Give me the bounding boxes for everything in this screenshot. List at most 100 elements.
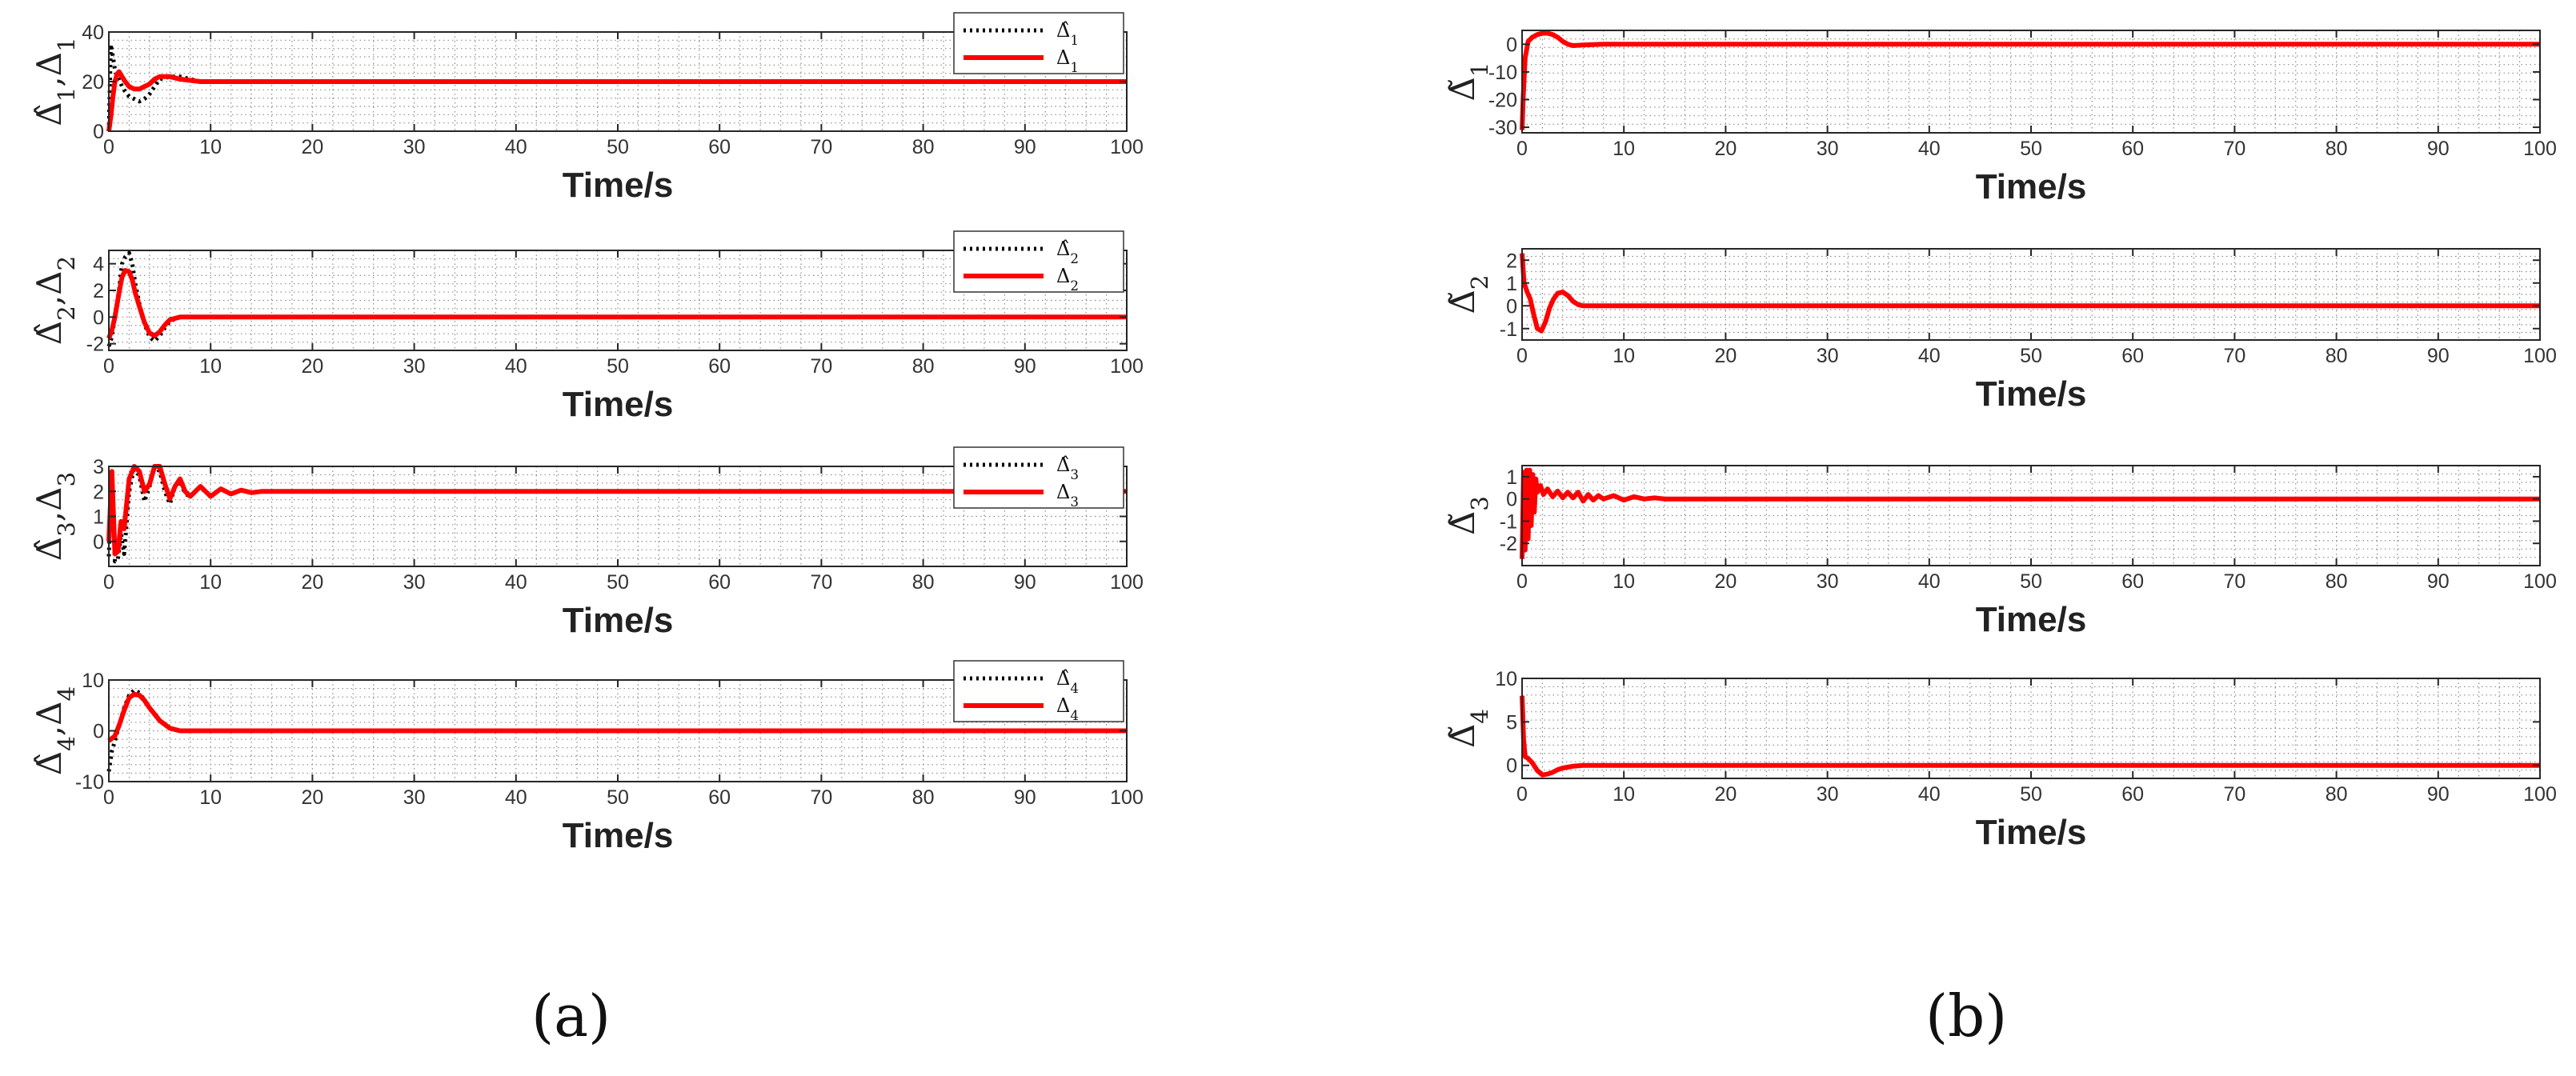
x-tick-label: 50 xyxy=(2020,783,2042,806)
y-tick-label: 0 xyxy=(93,721,104,743)
x-tick-label: 90 xyxy=(2427,783,2450,806)
x-tick-label: 100 xyxy=(2523,783,2557,806)
x-tick-label: 30 xyxy=(1817,570,1839,593)
x-tick-label: 90 xyxy=(2427,345,2450,367)
x-tick-label: 70 xyxy=(810,786,832,809)
y-tick-label: 2 xyxy=(93,481,104,503)
legend-label-1: Δ̂1 xyxy=(1056,19,1079,48)
x-tick-label: 50 xyxy=(2020,138,2042,160)
y-axis-label: Δ̂4,Δ4 xyxy=(30,686,80,775)
x-tick-label: 40 xyxy=(505,355,527,378)
series-line-2 xyxy=(106,464,1127,557)
subplot-3: 0 10 20 30 40 50 60 70 80 90 1000123Time/sΔ̂3,Δ3Δ̂… xyxy=(30,446,1144,640)
y-tick-label: 0 xyxy=(93,121,104,143)
x-axis-label: Time/s xyxy=(1976,167,2087,206)
x-tick-label: 0 xyxy=(103,786,114,809)
x-tick-label: 100 xyxy=(2523,345,2557,367)
y-axis-label: Δ̃4 xyxy=(1443,709,1493,748)
x-tick-label: 90 xyxy=(1014,571,1036,594)
x-tick-label: 50 xyxy=(2020,345,2042,367)
x-tick-label: 10 xyxy=(199,571,222,594)
x-tick-label: 40 xyxy=(1918,570,1941,593)
x-tick-label: 80 xyxy=(912,786,935,809)
legend-box xyxy=(953,446,1124,509)
series-line-2 xyxy=(106,69,1127,132)
y-tick-label: 10 xyxy=(82,670,104,692)
x-tick-label: 20 xyxy=(1714,783,1737,806)
series-line-1 xyxy=(106,42,1127,132)
x-tick-label: 20 xyxy=(1714,138,1737,160)
x-tick-label: 0 xyxy=(103,355,114,378)
x-tick-label: 100 xyxy=(1110,136,1144,158)
x-axis-label: Time/s xyxy=(1976,374,2087,414)
x-tick-label: 10 xyxy=(199,786,222,809)
y-tick-label: 2 xyxy=(1506,250,1517,272)
subplot-1: 0 10 20 30 40 50 60 70 80 90 100 0 20 40 Time/s Δ̂1,Δ1 Δ… xyxy=(30,12,1144,205)
legend: Δ̂1Δ1 xyxy=(953,12,1124,75)
subplot-8: 0 10 20 30 40 50 60 70 80 90 100 0 5 10 Time/s Δ̃4 xyxy=(1443,668,2557,852)
y-axis-label: Δ̂1,Δ1 xyxy=(30,37,80,126)
x-tick-label: 40 xyxy=(505,136,527,158)
y-tick-label: 10 xyxy=(1495,668,1517,690)
y-tick-label: 0 xyxy=(93,306,104,329)
x-tick-label: 90 xyxy=(2427,138,2450,160)
x-tick-label: 80 xyxy=(2326,138,2348,160)
x-tick-label: 100 xyxy=(2523,570,2557,593)
x-tick-label: 60 xyxy=(708,136,731,158)
y-tick-label: 20 xyxy=(82,71,104,94)
x-tick-label: 60 xyxy=(2121,783,2144,806)
y-tick-label: 0 xyxy=(1506,755,1517,778)
grid xyxy=(1521,249,2541,340)
x-tick-label: 50 xyxy=(2020,570,2042,593)
plot-area xyxy=(1522,30,2540,133)
y-tick-label: 3 xyxy=(93,456,104,478)
x-tick-label: 30 xyxy=(1817,783,1839,806)
x-tick-label: 30 xyxy=(1817,138,1839,160)
legend-box xyxy=(953,12,1124,74)
series-line-1 xyxy=(1520,253,2540,334)
y-tick-label: 1 xyxy=(93,506,104,529)
series-line-1 xyxy=(1520,467,2540,559)
y-tick-label: -1 xyxy=(1500,318,1517,341)
x-tick-label: 70 xyxy=(2223,570,2245,593)
y-tick-label: 1 xyxy=(1506,466,1517,489)
series-line-2 xyxy=(106,268,1127,340)
x-tick-label: 90 xyxy=(1014,786,1036,809)
legend-box xyxy=(953,230,1124,293)
x-tick-label: 10 xyxy=(1613,570,1635,593)
plot-area xyxy=(1522,678,2540,778)
x-tick-label: 70 xyxy=(810,136,832,158)
x-tick-label: 70 xyxy=(2223,345,2245,367)
x-tick-label: 100 xyxy=(2523,138,2557,160)
series-line-1 xyxy=(1520,30,2540,130)
x-tick-label: 40 xyxy=(505,571,527,594)
x-tick-label: 60 xyxy=(2121,345,2144,367)
x-tick-label: 80 xyxy=(912,355,935,378)
y-tick-label: 0 xyxy=(93,531,104,554)
legend-label-1: Δ̂4 xyxy=(1056,667,1079,696)
x-tick-label: 30 xyxy=(1817,345,1839,367)
x-tick-label: 20 xyxy=(301,136,323,158)
x-tick-label: 0 xyxy=(1516,570,1528,593)
legend-label-1: Δ̂3 xyxy=(1056,454,1079,482)
x-tick-label: 20 xyxy=(1714,570,1737,593)
x-tick-label: 10 xyxy=(1613,783,1635,806)
y-tick-label: 5 xyxy=(1506,711,1517,734)
x-tick-label: 20 xyxy=(1714,345,1737,367)
y-tick-label: 0 xyxy=(1506,489,1517,511)
series-line-2 xyxy=(107,691,1127,743)
panel-label-b: (b) xyxy=(1925,982,2008,1050)
x-tick-label: 60 xyxy=(708,786,731,809)
y-axis-label: Δ̃2 xyxy=(1443,274,1493,314)
x-tick-label: 100 xyxy=(1110,571,1144,594)
x-tick-label: 30 xyxy=(403,571,426,594)
x-tick-label: 90 xyxy=(1014,355,1036,378)
y-tick-label: 40 xyxy=(82,22,104,44)
y-axis-label: Δ̃3 xyxy=(1443,496,1493,535)
legend-label-2: Δ1 xyxy=(1056,46,1079,75)
y-tick-label: 1 xyxy=(1506,273,1517,295)
x-axis-label: Time/s xyxy=(563,166,674,205)
x-axis-label: Time/s xyxy=(1976,600,2087,639)
